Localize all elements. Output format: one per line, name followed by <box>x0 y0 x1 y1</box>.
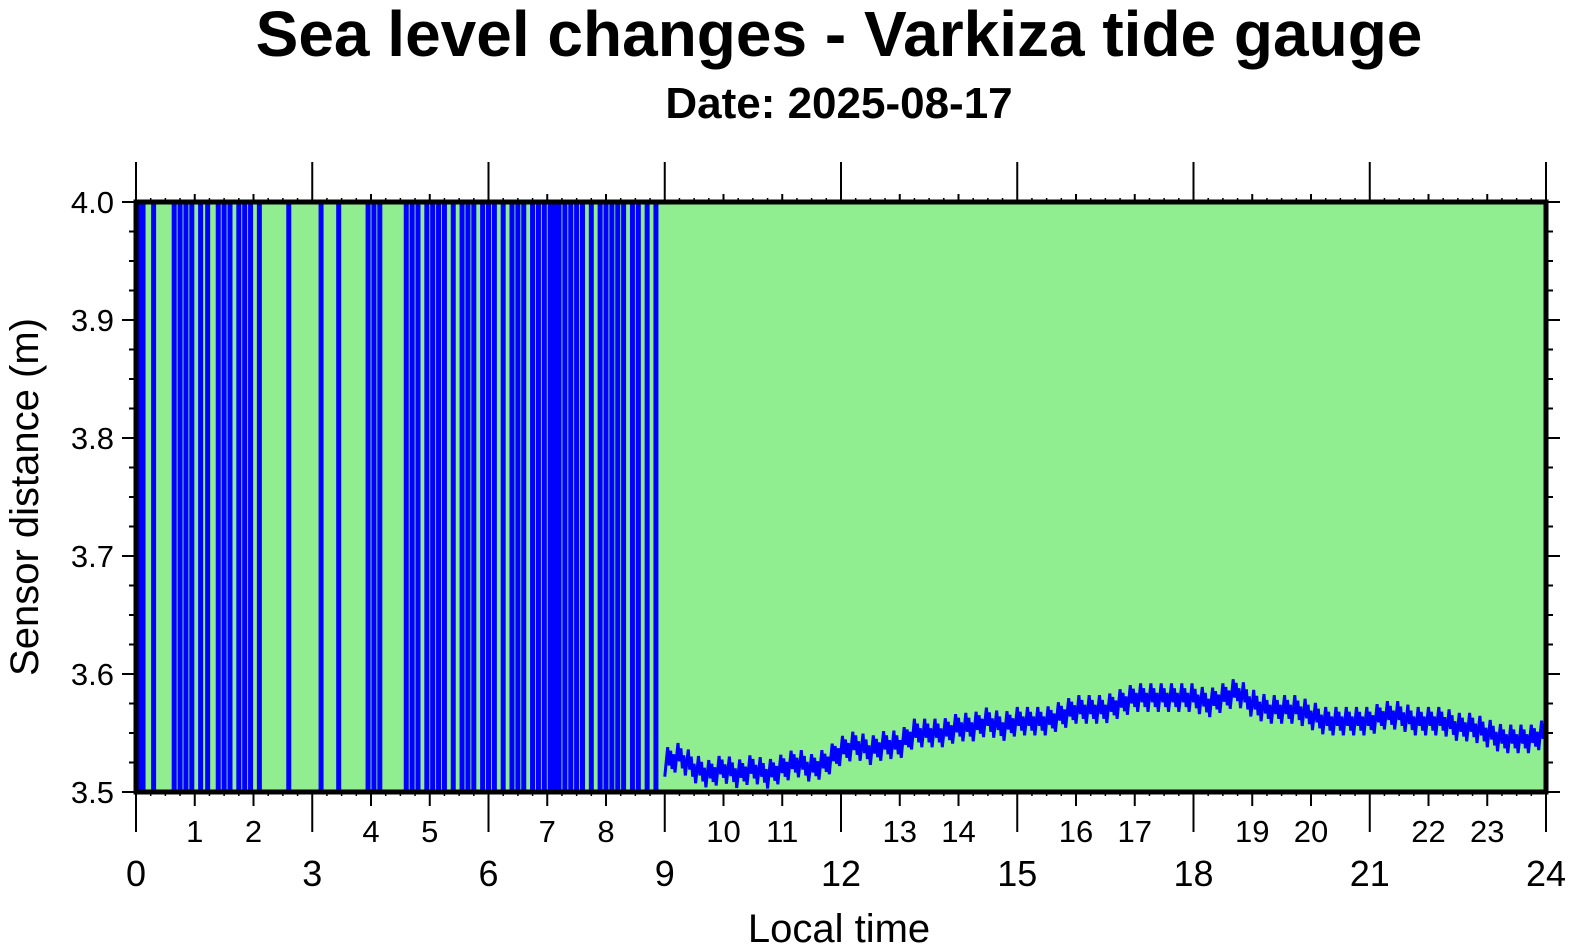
y-tick-labels: 3.5 3.6 3.7 3.8 3.9 4.0 <box>71 185 114 810</box>
x-hour-label: 23 <box>1470 814 1504 849</box>
x-hour-label: 16 <box>1059 814 1093 849</box>
y-tick-label: 3.8 <box>71 421 114 456</box>
y-tick-label: 4.0 <box>71 185 114 220</box>
x-major-label: 15 <box>997 853 1037 894</box>
y-tick-label: 3.6 <box>71 657 114 692</box>
chart-subtitle: Date: 2025-08-17 <box>665 79 1012 128</box>
y-axis-label: Sensor distance (m) <box>3 318 47 676</box>
x-hour-label: 17 <box>1118 814 1152 849</box>
x-hour-label: 8 <box>597 814 614 849</box>
x-hour-label: 20 <box>1294 814 1328 849</box>
chart-title: Sea level changes - Varkiza tide gauge <box>256 0 1423 70</box>
x-hour-label: 4 <box>362 814 379 849</box>
x-hour-label: 10 <box>706 814 740 849</box>
x-hour-label: 11 <box>766 814 798 849</box>
y-tick-label: 3.7 <box>71 539 114 574</box>
x-axis-label: Local time <box>748 907 930 950</box>
x-major-label: 9 <box>655 853 675 894</box>
x-hour-label: 1 <box>186 814 203 849</box>
y-tick-label: 3.9 <box>71 303 114 338</box>
x-hour-label: 22 <box>1411 814 1445 849</box>
x-major-labels: 0 3 6 9 12 15 18 21 24 <box>126 853 1566 894</box>
plot-area <box>136 202 1546 792</box>
x-major-label: 21 <box>1350 853 1390 894</box>
x-major-label: 18 <box>1173 853 1213 894</box>
x-major-label: 0 <box>126 853 146 894</box>
x-major-label: 24 <box>1526 853 1566 894</box>
x-hour-label: 2 <box>245 814 262 849</box>
axis-ticks <box>122 162 1560 832</box>
x-hour-label: 19 <box>1235 814 1269 849</box>
x-hour-label: 7 <box>539 814 556 849</box>
x-major-label: 6 <box>478 853 498 894</box>
early-data-spikes <box>136 202 659 792</box>
x-major-label: 12 <box>821 853 861 894</box>
x-hour-label: 5 <box>421 814 438 849</box>
y-tick-label: 3.5 <box>71 775 114 810</box>
x-hour-labels: 1 2 4 5 7 8 10 11 13 14 16 17 19 20 22 23 <box>186 814 1504 849</box>
x-hour-label: 13 <box>883 814 917 849</box>
x-hour-label: 14 <box>941 814 975 849</box>
x-major-label: 3 <box>302 853 322 894</box>
series-line <box>663 679 1548 789</box>
